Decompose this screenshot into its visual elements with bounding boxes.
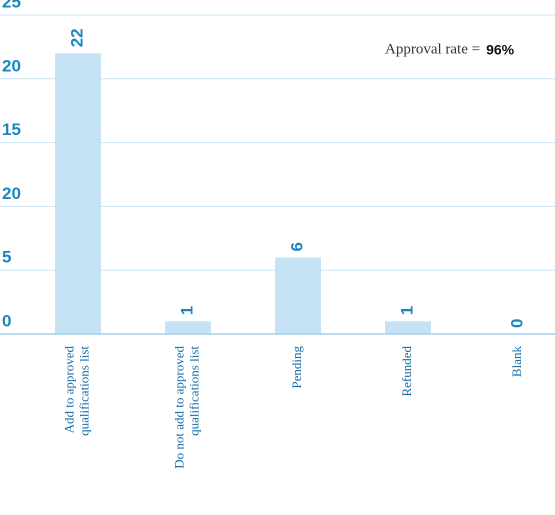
value-label: 1: [397, 306, 416, 315]
annotation-text: Approval rate =: [385, 41, 480, 57]
value-label: 22: [67, 28, 86, 47]
y-tick-label: 20: [2, 56, 21, 75]
x-tick-label: Pending: [289, 346, 304, 389]
y-tick-label: 15: [2, 120, 21, 139]
bar: [275, 257, 321, 334]
x-tick-label: Add to approvedqualifications list: [61, 346, 91, 436]
value-label: 0: [507, 319, 526, 328]
y-tick-label: 0: [2, 311, 11, 330]
value-label: 6: [287, 242, 306, 251]
bar: [55, 53, 101, 334]
bar: [385, 321, 431, 334]
y-tick-label: 5: [2, 248, 11, 267]
y-tick-label: 25: [2, 0, 21, 11]
x-tick-label: Blank: [509, 346, 524, 378]
x-tick-label: Refunded: [399, 346, 414, 397]
x-tick-label: Do not add to approvedqualifications lis…: [171, 346, 201, 469]
bar: [165, 321, 211, 334]
value-label: 1: [177, 306, 196, 315]
annotation-value: 96%: [486, 42, 515, 58]
y-tick-label: 20: [2, 184, 21, 203]
